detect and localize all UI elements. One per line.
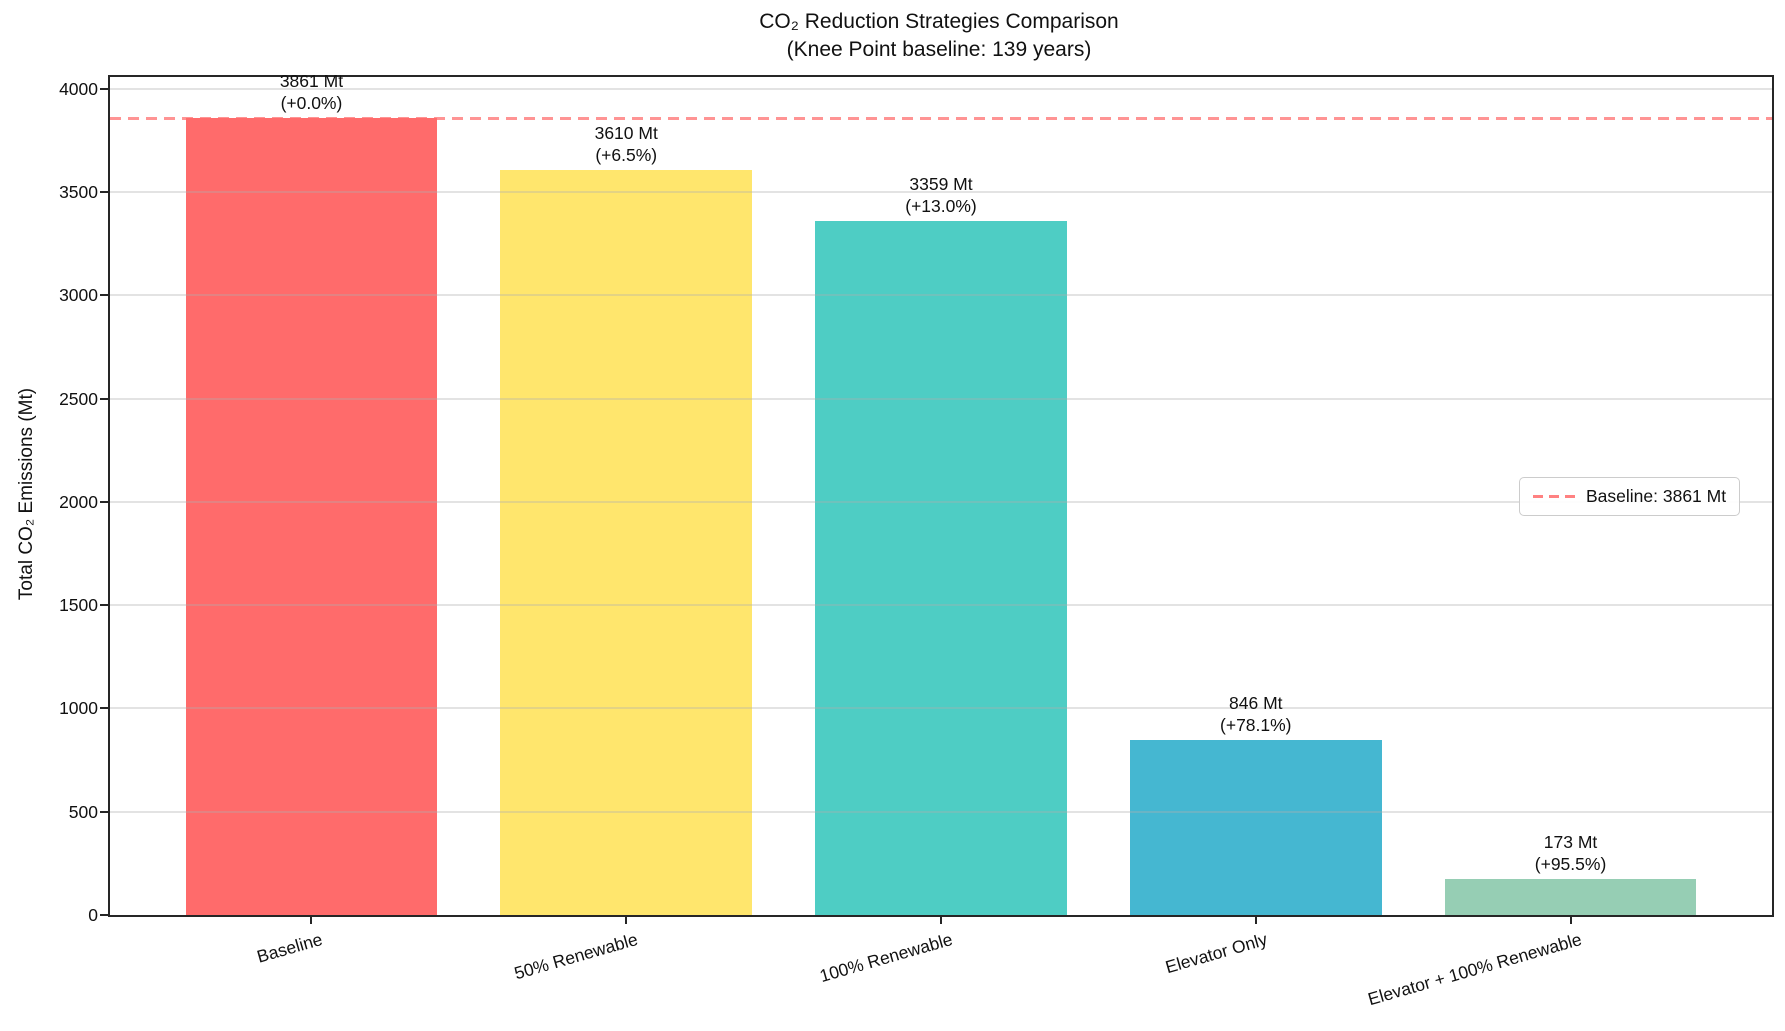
x-tick-mark xyxy=(940,915,942,924)
chart-subtitle: (Knee Point baseline: 139 years) xyxy=(786,38,1092,61)
y-tick-mark xyxy=(100,500,108,503)
x-tick-mark xyxy=(310,915,313,924)
x-tick-label: Baseline xyxy=(254,929,325,967)
y-tick-label: 1500 xyxy=(59,595,98,616)
x-tick-mark xyxy=(625,915,628,924)
bar-pct: (+95.5%) xyxy=(1534,854,1607,875)
bar-pct: (+78.1%) xyxy=(1220,715,1292,736)
bar-pct: (+0.0%) xyxy=(280,92,343,113)
x-tick-label: Elevator Only xyxy=(1162,929,1270,978)
y-tick-label: 4000 xyxy=(59,78,98,99)
x-tick-label: 50% Renewable xyxy=(511,929,640,984)
title-block: CO₂ Reduction Strategies Comparison (Kne… xyxy=(108,8,1770,64)
bar xyxy=(500,169,753,915)
bar-value-label: 846 Mt (+78.1%) xyxy=(1106,692,1406,736)
bar-value-label: 3359 Mt (+13.0%) xyxy=(791,173,1091,217)
bar-value: 3610 Mt xyxy=(594,122,658,143)
bar xyxy=(185,117,438,915)
legend: Baseline: 3861 Mt xyxy=(1519,477,1741,516)
bar-value-label: 3610 Mt (+6.5%) xyxy=(476,122,776,166)
x-tick-mark xyxy=(1254,915,1257,924)
bar xyxy=(815,221,1067,915)
y-tick-label: 1000 xyxy=(59,698,98,719)
y-tick-label: 2000 xyxy=(59,491,98,512)
bar-pct: (+13.0%) xyxy=(905,196,977,217)
dashed-line-icon xyxy=(1533,495,1575,498)
bar-value: 3861 Mt xyxy=(279,70,344,91)
x-tick-label: 100% Renewable xyxy=(817,929,955,987)
bar-value: 173 Mt xyxy=(1543,832,1598,853)
y-tick-label: 500 xyxy=(68,801,98,822)
bar xyxy=(1444,879,1697,915)
legend-label: Baseline: 3861 Mt xyxy=(1586,486,1727,506)
y-tick-label: 0 xyxy=(88,905,98,925)
y-tick-mark xyxy=(100,810,108,813)
bar-value: 846 Mt xyxy=(1229,693,1283,714)
baseline-dashed-line xyxy=(110,116,1772,120)
bar-value-label: 3861 Mt (+0.0%) xyxy=(161,70,461,114)
y-tick-label: 3500 xyxy=(59,182,98,203)
y-tick-mark xyxy=(100,604,108,607)
y-tick-mark xyxy=(100,707,108,710)
bar xyxy=(1129,740,1382,915)
y-tick-mark xyxy=(100,397,108,400)
plot-area: 0 500 1000 1500 2000 2500 3000 3500 4000 3861 Mt(… xyxy=(59,71,1774,1009)
y-tick-mark xyxy=(100,914,108,916)
bar-pct: (+6.5%) xyxy=(595,144,658,165)
y-tick-label: 3000 xyxy=(59,285,98,306)
bar-value: 3359 Mt xyxy=(909,174,973,195)
y-tick-mark xyxy=(100,294,108,297)
x-tick-mark xyxy=(1569,915,1572,924)
y-tick-label: 2500 xyxy=(59,388,98,409)
chart-title: CO₂ Reduction Strategies Comparison xyxy=(759,10,1119,33)
y-tick-mark xyxy=(100,191,108,194)
y-tick-mark xyxy=(100,87,108,90)
bar-value-label: 173 Mt (+95.5%) xyxy=(1421,831,1721,875)
x-tick-label: Elevator + 100% Renewable xyxy=(1365,929,1585,1010)
